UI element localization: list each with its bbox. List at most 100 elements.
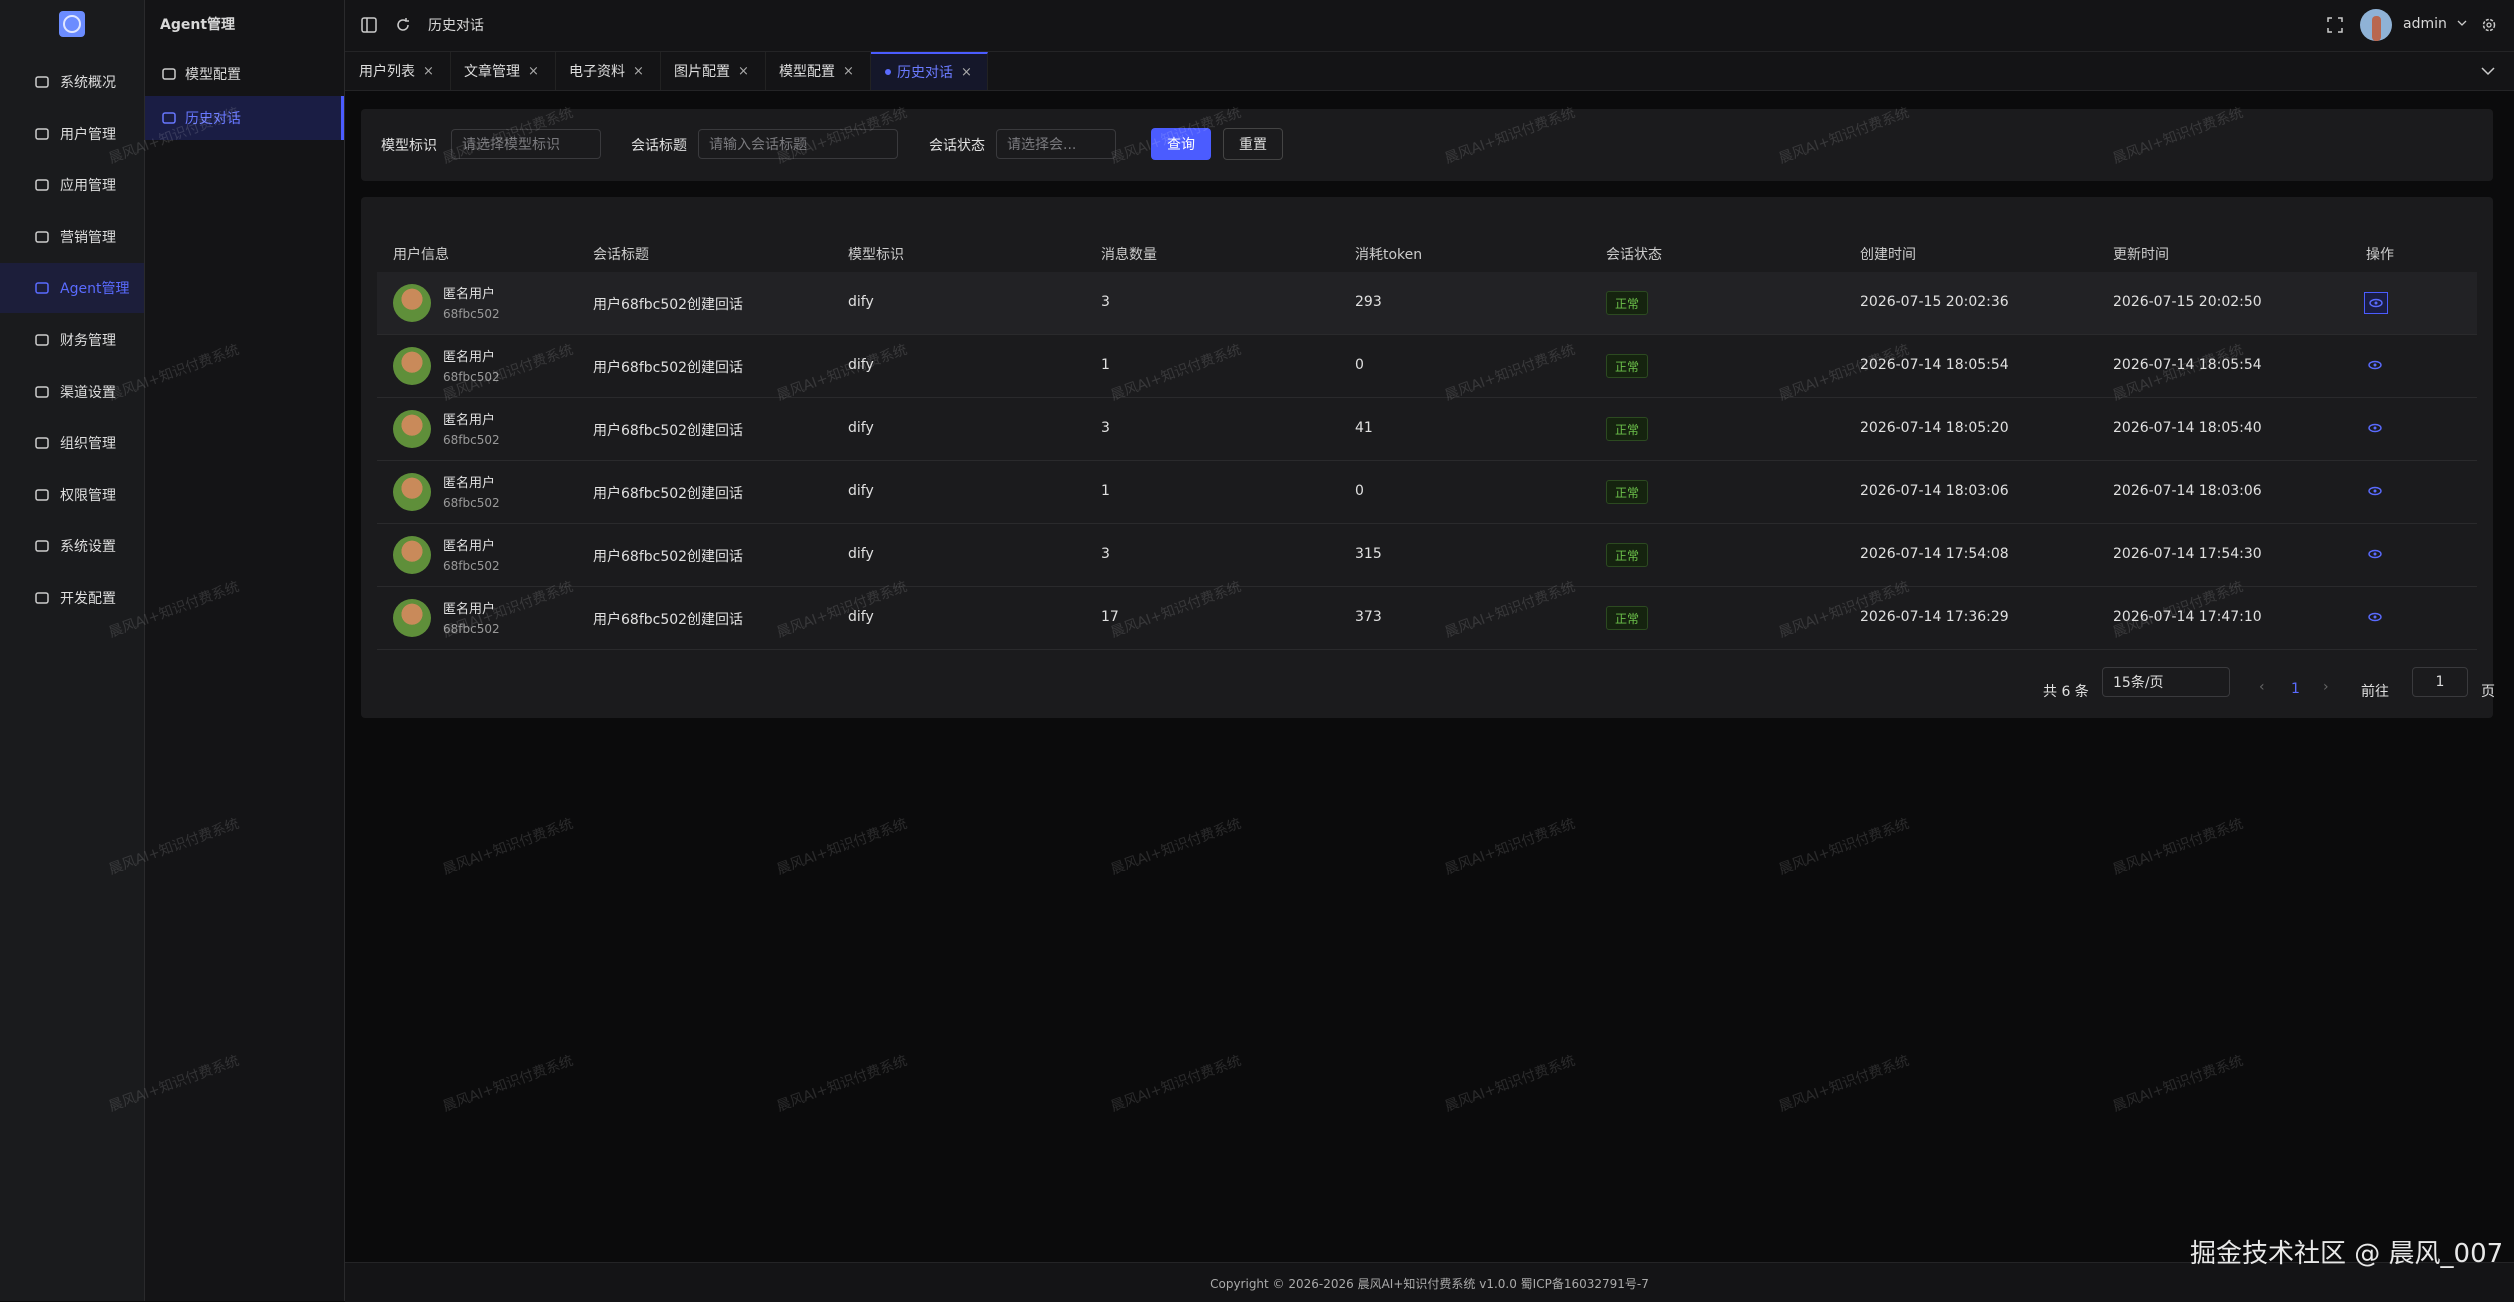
menu-item[interactable]: 营销管理 xyxy=(0,212,144,262)
cell-title: 用户68fbc502创建回话 xyxy=(593,612,744,628)
table-header: 操作 xyxy=(2366,247,2394,263)
current-page[interactable]: 1 xyxy=(2291,681,2300,697)
user-name: 匿名用户 xyxy=(443,602,496,617)
tab[interactable]: 模型配置 × xyxy=(765,52,871,90)
user-id: 68fbc502 xyxy=(443,433,500,447)
cell-tokens: 315 xyxy=(1355,546,1382,562)
tab-close[interactable]: × xyxy=(843,63,854,79)
cell-title: 用户68fbc502创建回话 xyxy=(593,549,744,565)
menu-label: 组织管理 xyxy=(60,436,116,453)
menu-item[interactable]: Agent管理 xyxy=(0,263,144,314)
table-header: 消耗token xyxy=(1355,247,1423,263)
view-button[interactable] xyxy=(2364,544,2386,564)
view-button[interactable] xyxy=(2364,355,2386,375)
view-button[interactable] xyxy=(2364,292,2388,314)
avatar[interactable] xyxy=(2359,8,2393,42)
menu-item[interactable]: 用户管理 xyxy=(0,109,144,159)
sub-sidebar: Agent管理 模型配置 历史对话 xyxy=(145,0,345,1301)
created-time: 2026-07-14 17:54:08 xyxy=(1860,546,2009,562)
cell-tokens: 0 xyxy=(1355,483,1364,499)
updated-time: 2026-07-14 18:05:40 xyxy=(2113,420,2262,436)
table-header: 更新时间 xyxy=(2113,247,2169,263)
tab[interactable]: 电子资料 × xyxy=(555,52,661,90)
table-header: 用户信息 xyxy=(393,247,449,263)
menu-item[interactable]: 应用管理 xyxy=(0,160,144,210)
user-avatar xyxy=(393,536,431,574)
menu-icon xyxy=(35,385,49,398)
tab-label: 电子资料 xyxy=(569,64,625,80)
view-button[interactable] xyxy=(2364,418,2386,438)
menu-icon xyxy=(35,76,49,88)
submenu-item[interactable]: 模型配置 xyxy=(145,52,344,96)
filter-input[interactable]: 请选择模型标识 xyxy=(451,129,601,159)
menu-item[interactable]: 组织管理 xyxy=(0,418,144,468)
menu-item[interactable]: 开发配置 xyxy=(0,573,144,623)
menu-icon xyxy=(35,334,49,346)
cell-title: 用户68fbc502创建回话 xyxy=(593,297,744,313)
next-page[interactable]: › xyxy=(2323,679,2329,695)
menu-item[interactable]: 权限管理 xyxy=(0,470,144,520)
user-avatar xyxy=(393,410,431,448)
fullscreen-icon[interactable] xyxy=(2327,17,2343,33)
submenu-label: 历史对话 xyxy=(185,111,241,127)
goto-input[interactable]: 1 xyxy=(2412,667,2468,697)
cell-tokens: 0 xyxy=(1355,357,1364,373)
tab[interactable]: 文章管理 × xyxy=(450,52,556,90)
menu-icon xyxy=(35,282,49,295)
tab-label: 图片配置 xyxy=(674,64,730,80)
menu-icon xyxy=(35,179,49,191)
settings-icon[interactable] xyxy=(2481,17,2497,33)
menu-item[interactable]: 渠道设置 xyxy=(0,367,144,417)
menu-icon xyxy=(162,112,176,124)
copyright: Copyright © 2026-2026 晨风AI+知识付费系统 v1.0.0… xyxy=(1210,1277,1649,1291)
cell-model: dify xyxy=(848,546,874,562)
menu-label: 用户管理 xyxy=(60,126,116,143)
reset-button[interactable]: 重置 xyxy=(1223,128,1283,160)
tab-close[interactable]: × xyxy=(738,63,749,79)
search-button[interactable]: 查询 xyxy=(1151,128,1211,160)
goto-label: 前往 xyxy=(2361,684,2389,700)
page-size-select[interactable]: 15条/页 xyxy=(2102,667,2230,697)
tabs-more[interactable] xyxy=(2481,66,2495,76)
user-avatar xyxy=(393,599,431,637)
menu-item[interactable]: 系统设置 xyxy=(0,521,144,571)
created-time: 2026-07-14 17:36:29 xyxy=(1860,609,2009,625)
user-name: 匿名用户 xyxy=(443,350,496,365)
submenu-item[interactable]: 历史对话 xyxy=(145,96,344,140)
cell-messages: 1 xyxy=(1101,483,1110,499)
menu-item[interactable]: 财务管理 xyxy=(0,315,144,365)
tab-label: 历史对话 xyxy=(897,65,953,81)
table-card: 用户信息 会话标题 模型标识 消息数量 消耗token 会话状态 创建时间 更新时间 操作 匿名用… xyxy=(361,197,2495,718)
prev-page[interactable]: ‹ xyxy=(2259,679,2265,695)
created-time: 2026-07-14 18:05:20 xyxy=(1860,420,2009,436)
menu-item[interactable]: 系统概况 xyxy=(0,57,144,107)
tab-close[interactable]: × xyxy=(633,63,644,79)
user-id: 68fbc502 xyxy=(443,622,500,636)
view-button[interactable] xyxy=(2364,607,2386,627)
collapse-icon[interactable] xyxy=(361,17,377,33)
table-row xyxy=(377,272,2477,335)
tab[interactable]: 图片配置 × xyxy=(660,52,766,90)
refresh-icon[interactable] xyxy=(395,17,411,33)
user-id: 68fbc502 xyxy=(443,370,500,384)
tab[interactable]: 历史对话 × xyxy=(871,52,988,90)
table-row xyxy=(377,524,2477,587)
tab-close[interactable]: × xyxy=(423,63,434,79)
tab[interactable]: 用户列表 × xyxy=(345,52,451,90)
tab-label: 模型配置 xyxy=(779,64,835,80)
topbar: 历史对话 admin xyxy=(345,0,2514,52)
user-name: 匿名用户 xyxy=(443,539,496,554)
user-id: 68fbc502 xyxy=(443,496,500,510)
cell-model: dify xyxy=(848,609,874,625)
filter-input[interactable]: 请选择会... xyxy=(996,129,1116,159)
menu-label: 应用管理 xyxy=(60,178,116,195)
table-row xyxy=(377,587,2477,650)
view-button[interactable] xyxy=(2364,481,2386,501)
filter-input[interactable]: 请输入会话标题 xyxy=(698,129,898,159)
username[interactable]: admin xyxy=(2403,16,2447,32)
tab-close[interactable]: × xyxy=(528,63,539,79)
status-tag: 正常 xyxy=(1606,480,1649,504)
tab-close[interactable]: × xyxy=(961,64,972,80)
table-header: 模型标识 xyxy=(848,247,904,263)
user-avatar xyxy=(393,347,431,385)
